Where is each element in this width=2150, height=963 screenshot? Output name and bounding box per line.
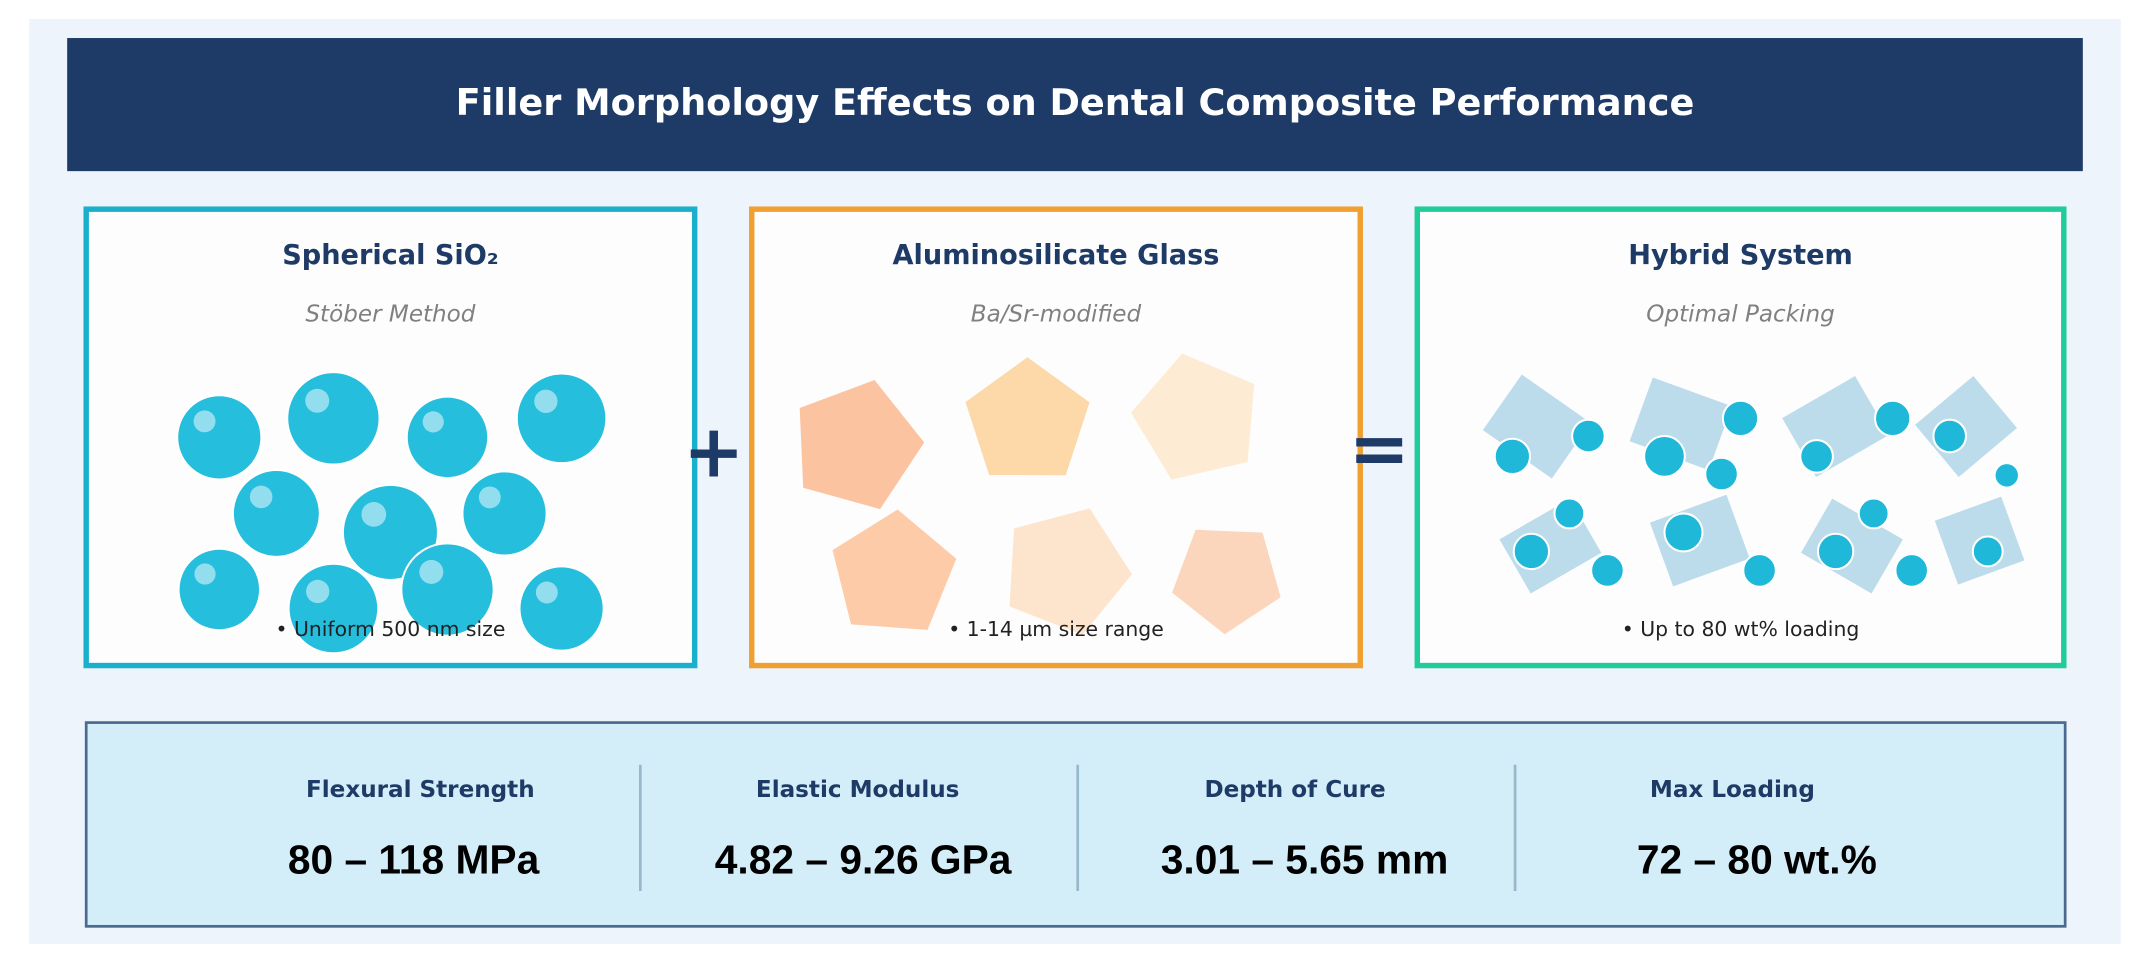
metric-label: Flexural Strength <box>306 777 535 803</box>
metrics-box <box>84 721 2067 928</box>
sphere <box>1590 553 1625 588</box>
sphere <box>1799 439 1834 474</box>
sphere <box>1816 532 1855 571</box>
sphere-highlight <box>422 411 444 433</box>
panel-subtitle: Stöber Method <box>305 302 475 328</box>
header-bar <box>67 38 2083 172</box>
glass-particle <box>1915 376 2017 477</box>
glass-particle <box>1009 508 1132 635</box>
sphere-highlight <box>249 485 273 509</box>
sphere <box>1663 512 1704 553</box>
sphere-highlight <box>361 502 387 527</box>
panel-title: Hybrid System <box>1628 240 1853 271</box>
glass-particle <box>832 509 957 630</box>
sphere <box>518 565 605 652</box>
panel-title: Spherical SiO₂ <box>282 240 498 271</box>
metric-value: 80 – 118 MPa <box>288 836 540 882</box>
sphere <box>1993 462 2021 489</box>
sphere <box>177 547 262 632</box>
panel-subtitle: Ba/Sr-modified <box>971 302 1142 328</box>
sphere <box>1742 553 1777 588</box>
sphere <box>1553 497 1586 530</box>
sphere-highlight <box>534 389 558 413</box>
sphere <box>1493 437 1532 476</box>
sphere-highlight <box>194 563 216 585</box>
metric-label: Elastic Modulus <box>756 777 960 803</box>
panel-subtitle: Optimal Packing <box>1646 302 1834 328</box>
operator: = <box>1349 407 1410 492</box>
header-title: Filler Morphology Effects on Dental Comp… <box>456 81 1695 124</box>
panel-title: Aluminosilicate Glass <box>893 240 1220 271</box>
sphere <box>1571 418 1606 454</box>
sphere <box>461 470 548 557</box>
operator: + <box>683 409 744 494</box>
sphere <box>1971 535 2004 568</box>
sphere <box>1512 532 1551 571</box>
sphere-highlight <box>193 410 216 433</box>
sphere-highlight <box>305 388 330 413</box>
metric-value: 4.82 – 9.26 GPa <box>715 836 1012 882</box>
sphere-highlight <box>535 581 558 604</box>
sphere <box>1873 399 1912 438</box>
sphere <box>1704 456 1739 492</box>
sphere <box>1643 434 1686 478</box>
sphere <box>286 371 381 466</box>
glass-particle <box>1482 374 1591 479</box>
metric-value: 72 – 80 wt.% <box>1637 836 1877 882</box>
sphere <box>405 395 490 480</box>
sphere <box>176 394 263 481</box>
sphere-highlight <box>306 579 330 604</box>
sphere <box>1721 399 1760 438</box>
glass-particle <box>1130 353 1255 480</box>
sphere <box>1857 497 1890 530</box>
sphere <box>1932 418 1968 454</box>
metric-label: Max Loading <box>1650 777 1815 803</box>
panel-note: • Uniform 500 nm size <box>275 617 505 641</box>
sphere <box>1894 553 1930 588</box>
sphere <box>231 468 321 558</box>
illustrations <box>176 353 2025 655</box>
glass-particle <box>1172 529 1281 635</box>
glass-particle <box>965 357 1090 476</box>
metric-value: 3.01 – 5.65 mm <box>1161 836 1449 882</box>
glass-particle <box>799 380 925 510</box>
sphere-highlight <box>419 559 444 584</box>
sphere <box>515 372 608 465</box>
metric-label: Depth of Cure <box>1204 777 1385 803</box>
sphere-highlight <box>478 486 501 509</box>
panel-note: • 1-14 µm size range <box>948 617 1164 641</box>
panel-note: • Up to 80 wt% loading <box>1622 617 1860 641</box>
